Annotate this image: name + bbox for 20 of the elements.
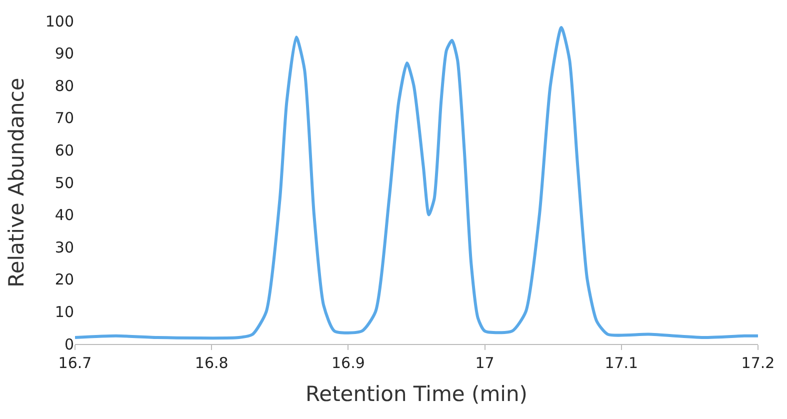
y-tick-label: 50 — [54, 174, 74, 192]
y-tick-label: 80 — [54, 76, 74, 95]
y-tick-label: 10 — [54, 302, 74, 321]
x-tick-label: 17.2 — [741, 354, 775, 372]
y-tick-label: 70 — [54, 109, 74, 128]
x-axis-title: Retention Time (min) — [306, 382, 528, 406]
y-tick-label: 0 — [64, 335, 74, 354]
x-tick-label: 16.8 — [194, 354, 228, 372]
x-tick-label: 17 — [475, 354, 494, 372]
x-tick-label: 16.9 — [331, 354, 365, 372]
x-tick-label: 17.1 — [604, 354, 638, 372]
line-series — [75, 26, 758, 340]
y-tick-label: 20 — [54, 270, 74, 289]
y-tick-label: 60 — [54, 141, 74, 160]
y-tick-label: 100 — [45, 12, 74, 30]
y-tick-label: 30 — [54, 238, 74, 256]
y-tick-label: 90 — [54, 44, 74, 63]
y-tick-label: 40 — [54, 206, 74, 224]
y-axis-title: Relative Abundance — [4, 78, 29, 288]
x-tick-label: 16.7 — [58, 354, 92, 372]
